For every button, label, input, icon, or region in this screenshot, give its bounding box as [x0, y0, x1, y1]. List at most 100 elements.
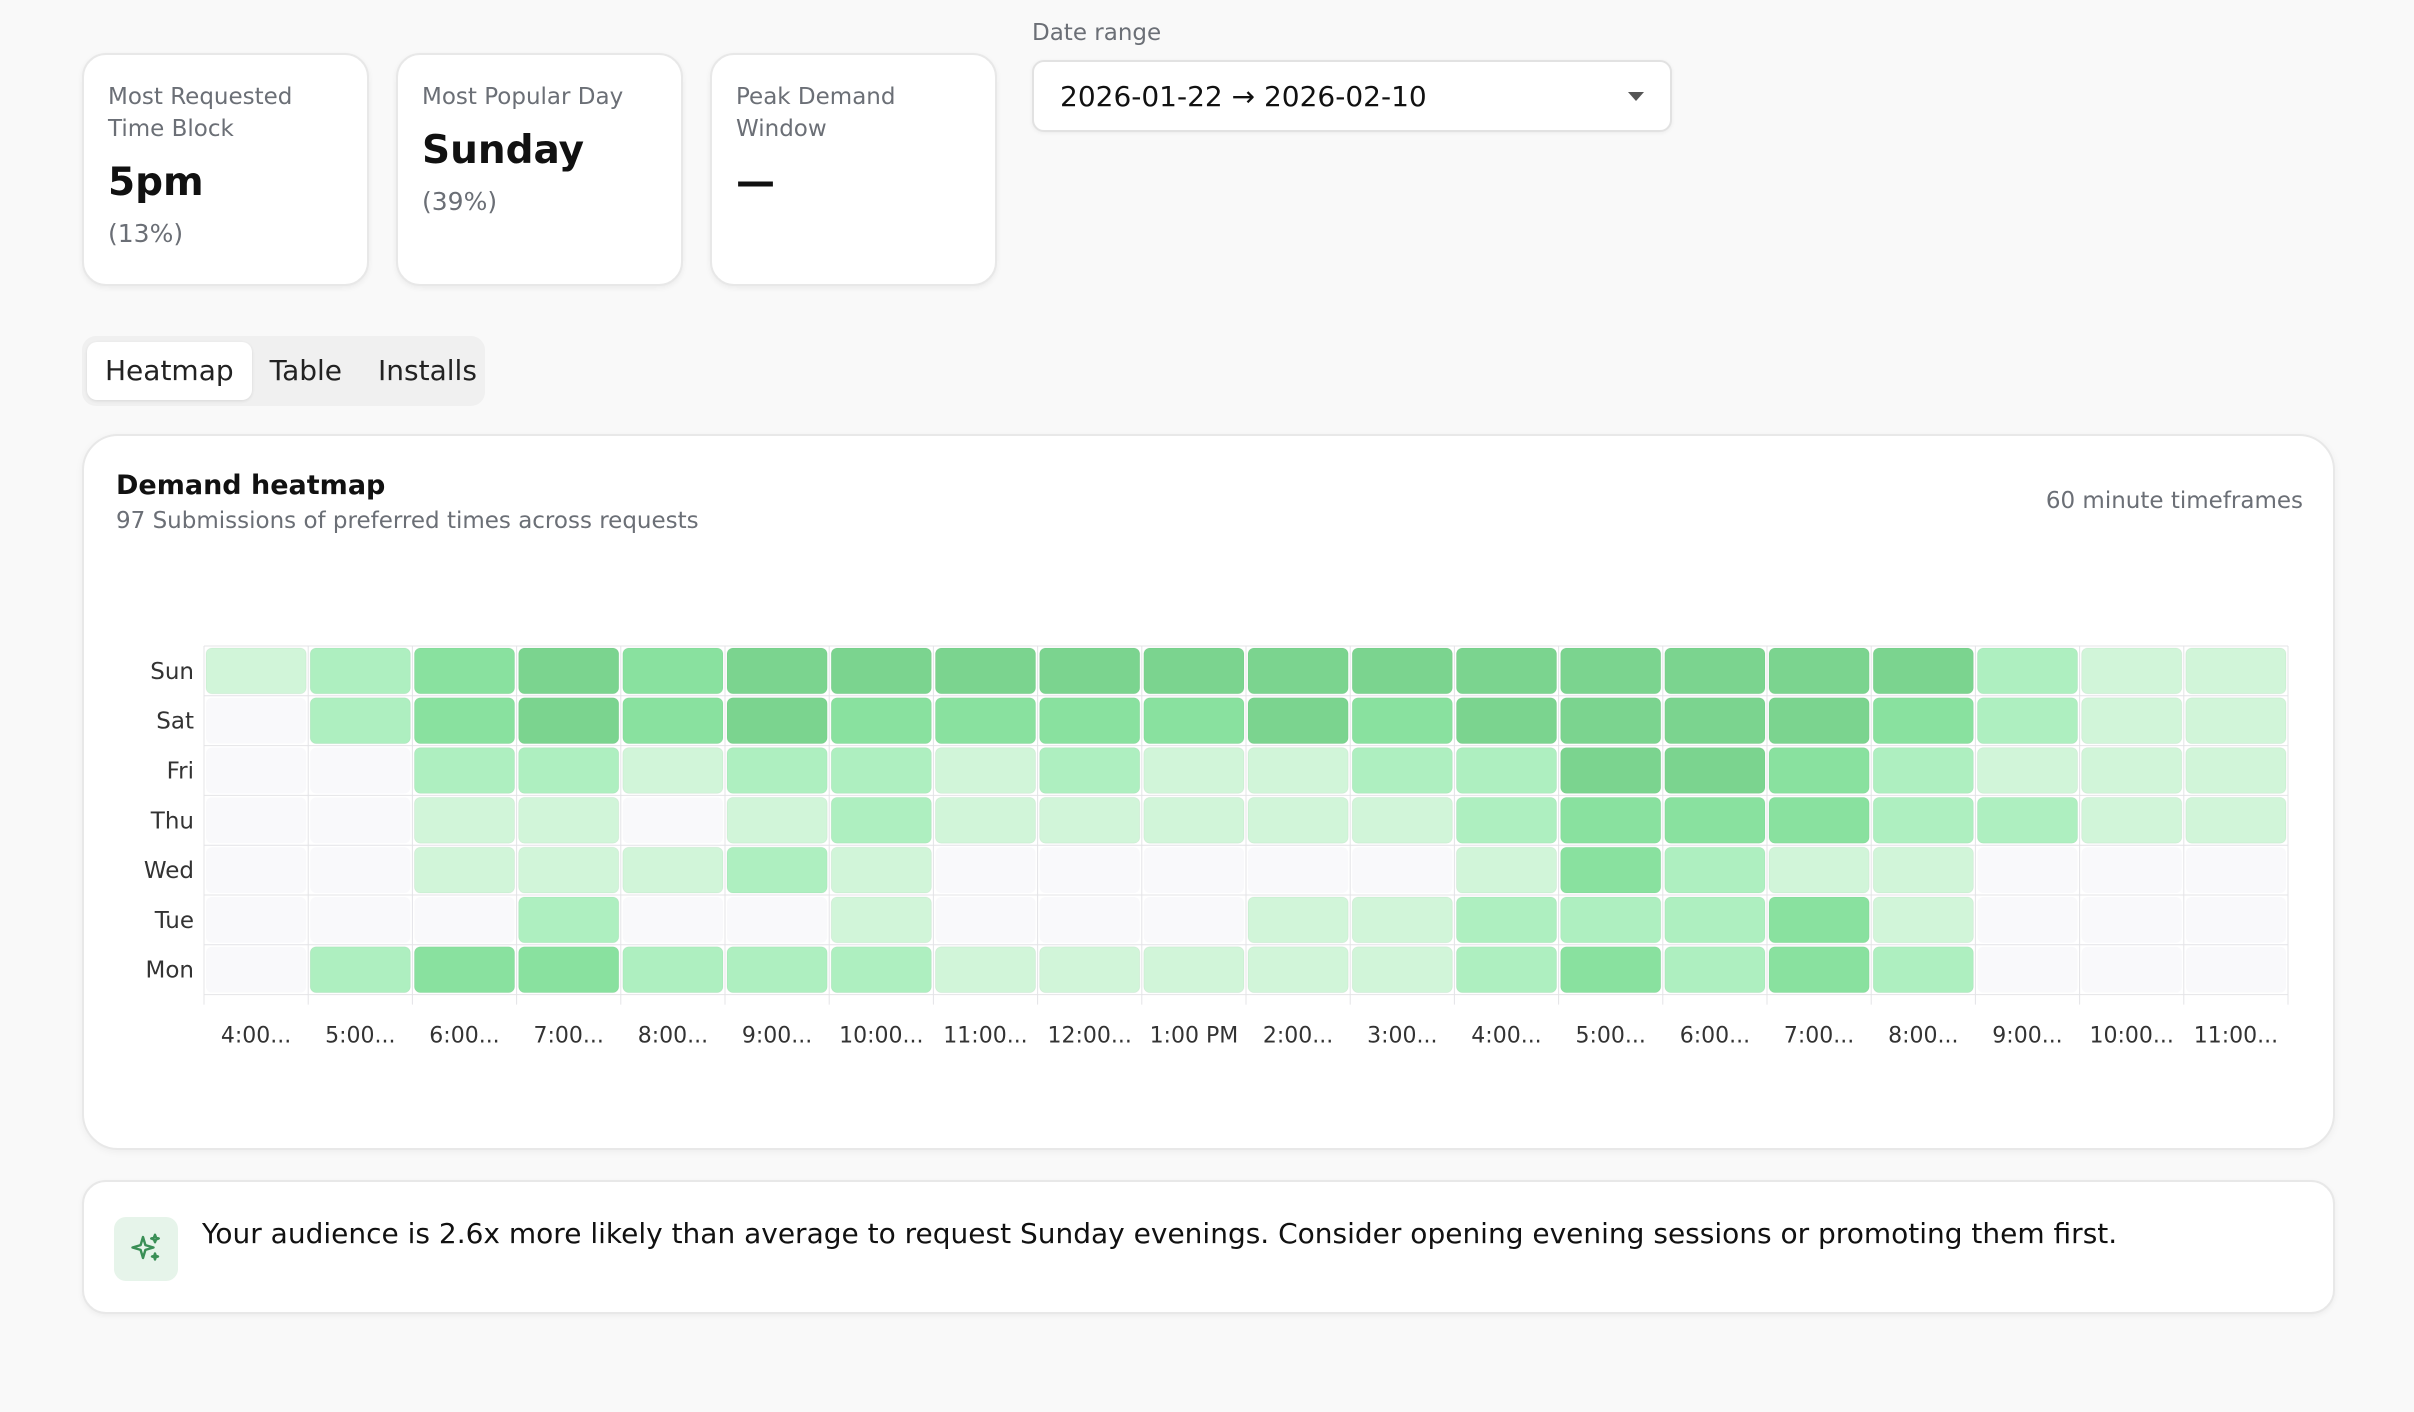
tab-heatmap[interactable]: Heatmap: [87, 342, 252, 400]
heatmap-cell[interactable]: [2081, 847, 2182, 893]
heatmap-cell[interactable]: [310, 847, 411, 893]
heatmap-cell[interactable]: [1664, 846, 1766, 894]
heatmap-cell[interactable]: [206, 897, 307, 943]
heatmap-cell[interactable]: [310, 797, 411, 844]
heatmap-cell[interactable]: [830, 796, 932, 844]
heatmap-cell[interactable]: [934, 747, 1037, 794]
heatmap-cell[interactable]: [1768, 647, 1870, 695]
heatmap-cell[interactable]: [1039, 647, 1141, 695]
heatmap-cell[interactable]: [413, 846, 516, 894]
date-range-select[interactable]: 2026-01-22 → 2026-02-10: [1032, 60, 1672, 132]
heatmap-cell[interactable]: [1664, 697, 1766, 745]
heatmap-cell[interactable]: [1664, 946, 1766, 994]
heatmap-cell[interactable]: [622, 747, 724, 794]
heatmap-cell[interactable]: [518, 647, 620, 695]
heatmap-cell[interactable]: [1768, 846, 1870, 894]
heatmap-cell[interactable]: [1976, 647, 2079, 695]
heatmap-cell[interactable]: [206, 697, 307, 744]
heatmap-cell[interactable]: [1039, 697, 1141, 745]
heatmap-cell[interactable]: [413, 647, 516, 695]
heatmap-cell[interactable]: [2185, 747, 2287, 794]
heatmap-cell[interactable]: [1560, 697, 1662, 745]
heatmap-cell[interactable]: [518, 846, 620, 894]
heatmap-cell[interactable]: [1352, 847, 1453, 893]
heatmap-cell[interactable]: [518, 796, 620, 844]
heatmap-cell[interactable]: [1247, 796, 1349, 844]
heatmap-cell[interactable]: [1039, 946, 1141, 994]
heatmap-cell[interactable]: [518, 896, 620, 944]
heatmap-cell[interactable]: [1247, 647, 1349, 695]
heatmap-cell[interactable]: [1976, 747, 2079, 794]
heatmap-cell[interactable]: [1039, 796, 1141, 844]
heatmap-cell[interactable]: [726, 747, 828, 794]
heatmap-cell[interactable]: [1351, 647, 1453, 695]
heatmap-cell[interactable]: [622, 797, 723, 844]
heatmap-cell[interactable]: [1455, 697, 1558, 745]
heatmap-cell[interactable]: [726, 846, 828, 894]
heatmap-cell[interactable]: [1351, 796, 1453, 844]
heatmap-cell[interactable]: [1039, 747, 1141, 794]
heatmap-cell[interactable]: [1247, 896, 1349, 944]
heatmap-cell[interactable]: [414, 897, 515, 943]
heatmap-cell[interactable]: [2185, 697, 2287, 745]
heatmap-cell[interactable]: [1977, 946, 2078, 993]
heatmap-cell[interactable]: [309, 647, 411, 695]
heatmap-cell[interactable]: [622, 946, 724, 994]
heatmap-cell[interactable]: [2185, 847, 2286, 893]
heatmap-cell[interactable]: [1768, 697, 1870, 745]
heatmap-cell[interactable]: [1560, 747, 1662, 794]
heatmap-cell[interactable]: [1872, 796, 1974, 844]
heatmap-cell[interactable]: [1455, 896, 1558, 944]
heatmap-cell[interactable]: [1143, 897, 1244, 943]
heatmap-cell[interactable]: [1143, 747, 1245, 794]
heatmap-cell[interactable]: [830, 647, 932, 695]
heatmap-cell[interactable]: [935, 897, 1036, 943]
heatmap-cell[interactable]: [1976, 697, 2079, 745]
heatmap-cell[interactable]: [2185, 796, 2287, 844]
heatmap-cell[interactable]: [2185, 897, 2286, 943]
heatmap-cell[interactable]: [518, 747, 620, 794]
heatmap-cell[interactable]: [622, 647, 724, 695]
heatmap-cell[interactable]: [1351, 747, 1453, 794]
heatmap-cell[interactable]: [830, 946, 932, 994]
heatmap-cell[interactable]: [206, 946, 307, 993]
heatmap-cell[interactable]: [2081, 747, 2183, 794]
heatmap-cell[interactable]: [1351, 697, 1453, 745]
heatmap-cell[interactable]: [2081, 796, 2183, 844]
heatmap-cell[interactable]: [2081, 897, 2182, 943]
heatmap-cell[interactable]: [1351, 946, 1453, 994]
heatmap-cell[interactable]: [1143, 847, 1244, 893]
heatmap-cell[interactable]: [622, 846, 724, 894]
heatmap-cell[interactable]: [1455, 647, 1558, 695]
heatmap-cell[interactable]: [934, 946, 1037, 994]
heatmap-cell[interactable]: [1560, 846, 1662, 894]
heatmap-cell[interactable]: [1455, 796, 1558, 844]
heatmap-cell[interactable]: [1768, 747, 1870, 794]
heatmap-cell[interactable]: [1560, 796, 1662, 844]
heatmap-cell[interactable]: [1872, 697, 1974, 745]
heatmap-cell[interactable]: [413, 697, 516, 745]
heatmap-cell[interactable]: [1455, 747, 1558, 794]
heatmap-cell[interactable]: [2081, 647, 2183, 695]
heatmap-cell[interactable]: [1872, 896, 1974, 944]
heatmap-cell[interactable]: [1664, 796, 1766, 844]
heatmap-cell[interactable]: [2185, 946, 2286, 993]
heatmap-cell[interactable]: [830, 697, 932, 745]
heatmap-cell[interactable]: [309, 697, 411, 745]
heatmap-cell[interactable]: [726, 647, 828, 695]
heatmap-cell[interactable]: [413, 796, 516, 844]
heatmap-cell[interactable]: [622, 697, 724, 745]
heatmap-cell[interactable]: [2081, 697, 2183, 745]
heatmap-cell[interactable]: [1872, 846, 1974, 894]
heatmap-cell[interactable]: [934, 697, 1037, 745]
heatmap-cell[interactable]: [205, 647, 307, 695]
tab-installs[interactable]: Installs: [378, 354, 477, 387]
heatmap-cell[interactable]: [1872, 946, 1974, 994]
heatmap-cell[interactable]: [1455, 946, 1558, 994]
heatmap-cell[interactable]: [309, 946, 411, 994]
heatmap-cell[interactable]: [1247, 697, 1349, 745]
heatmap-cell[interactable]: [1143, 796, 1245, 844]
heatmap-cell[interactable]: [830, 846, 932, 894]
heatmap-cell[interactable]: [1872, 647, 1974, 695]
heatmap-cell[interactable]: [622, 897, 723, 943]
